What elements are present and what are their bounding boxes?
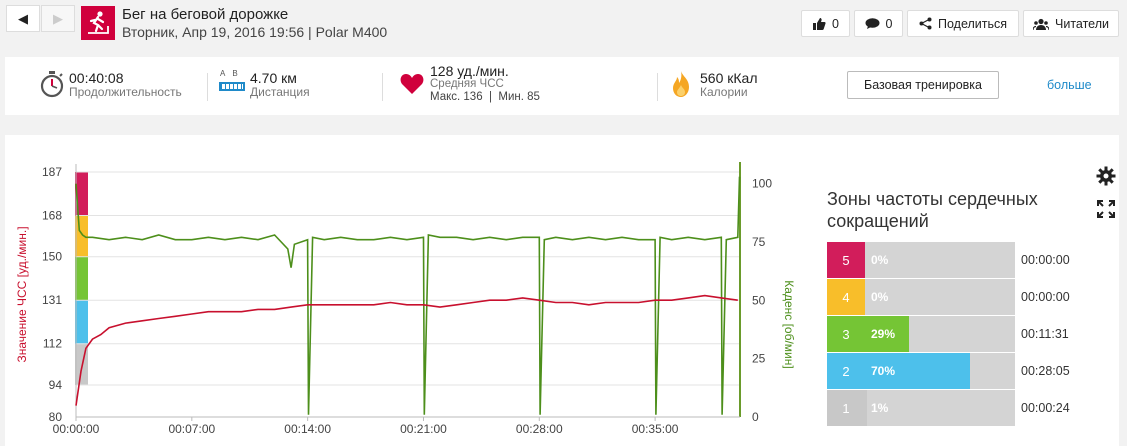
zone-bar: 29%	[865, 316, 1015, 352]
x-tick-label: 00:21:00	[400, 422, 447, 436]
stopwatch-icon	[40, 71, 64, 98]
next-button[interactable]: ▶	[41, 5, 75, 32]
comment-button[interactable]: 0	[854, 10, 903, 37]
treadmill-running-icon	[81, 6, 115, 40]
zone-bar: 70%	[865, 353, 1015, 389]
exercise-title: Бег на беговой дорожке	[122, 6, 289, 23]
zone-number: 2	[827, 353, 865, 389]
settings-button[interactable]	[1092, 162, 1119, 189]
hr-zone-band	[75, 300, 88, 344]
distance-stat: A B 4.70 км Дистанция	[219, 57, 379, 115]
zone-number: 4	[827, 279, 865, 315]
top-bar: ◀ ▶ Бег на беговой дорожке Вторник, Апр …	[0, 0, 1127, 46]
chevron-left-icon: ◀	[18, 10, 28, 26]
comment-count: 0	[885, 16, 893, 31]
gear-icon	[1096, 166, 1115, 185]
y-left-tick-label: 187	[42, 165, 62, 179]
calories-label: Калории	[700, 85, 748, 99]
hr-zones-title: Зоны частоты сердечных сокращений	[827, 189, 1038, 231]
zone-time: 00:00:00	[1021, 290, 1070, 304]
heart-rate-line	[75, 294, 738, 406]
zone-time: 00:28:05	[1021, 364, 1070, 378]
summary-panel: 00:40:08 Продолжительность A B 4.70 км Д…	[5, 57, 1119, 115]
divider	[382, 73, 383, 101]
previous-button[interactable]: ◀	[6, 5, 40, 32]
calories-stat: 560 кКал Калории	[671, 57, 821, 115]
zone-percent: 70%	[871, 364, 896, 378]
y-right-tick-label: 75	[752, 235, 766, 249]
x-tick-label: 00:14:00	[284, 422, 331, 436]
exercise-subtitle: Вторник, Апр 19, 2016 19:56 | Polar M400	[122, 24, 388, 40]
y-left-tick-label: 94	[49, 378, 63, 392]
comment-icon	[865, 18, 880, 29]
zone-time: 00:00:24	[1021, 401, 1070, 415]
zone-fill	[865, 316, 909, 352]
zone-number: 3	[827, 316, 865, 352]
share-icon	[919, 17, 932, 30]
share-button[interactable]: Поделиться	[907, 10, 1019, 37]
y-left-tick-label: 168	[42, 209, 62, 223]
zone-percent: 0%	[871, 253, 889, 267]
expand-icon	[1096, 199, 1115, 218]
thumbs-up-icon	[813, 17, 826, 30]
heart-rate-stat: 128 уд./мин. Средняя ЧСС Макс. 136 | Мин…	[400, 57, 600, 115]
more-link[interactable]: больше	[1047, 78, 1092, 92]
y-right-axis-title: Каденс [об/мин]	[782, 280, 796, 368]
like-count: 0	[832, 16, 839, 31]
zone-time: 00:00:00	[1021, 253, 1070, 267]
followers-label: Читатели	[1055, 16, 1109, 31]
fullscreen-button[interactable]	[1092, 195, 1119, 222]
x-tick-label: 00:00:00	[53, 422, 100, 436]
hr-zone-band	[75, 256, 88, 301]
avg-hr-value: 128 уд./мин.	[430, 63, 509, 79]
hr-zone-band	[75, 215, 88, 257]
duration-value: 00:40:08	[69, 70, 124, 86]
y-right-tick-label: 50	[752, 293, 766, 307]
y-left-tick-label: 150	[42, 250, 62, 264]
divider	[657, 73, 658, 101]
hr-min-max: Макс. 136 | Мин. 85	[430, 91, 540, 103]
chevron-right-icon: ▶	[53, 10, 63, 26]
y-left-tick-label: 80	[49, 410, 63, 424]
cadence-line	[75, 176, 741, 415]
duration-stat: 00:40:08 Продолжительность	[39, 57, 229, 115]
y-left-axis-title: Значение ЧСС [уд./мин.]	[15, 226, 29, 362]
zone-fill	[865, 353, 970, 389]
calories-value: 560 кКал	[700, 70, 758, 86]
avg-hr-label: Средняя ЧСС	[430, 78, 504, 90]
distance-value: 4.70 км	[250, 70, 297, 86]
x-tick-label: 00:28:00	[516, 422, 563, 436]
y-right-tick-label: 25	[752, 352, 766, 366]
zone-fill	[865, 390, 867, 426]
heart-icon	[400, 74, 424, 94]
followers-icon	[1033, 18, 1049, 30]
zone-percent: 0%	[871, 290, 889, 304]
y-left-tick-label: 112	[43, 337, 62, 351]
zone-bar: 1%	[865, 390, 1015, 426]
base-training-button[interactable]: Базовая тренировка	[847, 71, 999, 99]
flame-icon	[673, 71, 689, 97]
duration-label: Продолжительность	[69, 85, 182, 99]
zone-time: 00:11:31	[1021, 327, 1069, 341]
y-right-tick-label: 100	[752, 177, 772, 191]
x-tick-label: 00:35:00	[632, 422, 679, 436]
y-left-tick-label: 131	[42, 293, 62, 307]
followers-button[interactable]: Читатели	[1023, 10, 1119, 37]
distance-label: Дистанция	[250, 85, 310, 99]
like-button[interactable]: 0	[801, 10, 850, 37]
divider	[207, 73, 208, 101]
distance-icon: A B	[219, 69, 245, 97]
zone-number: 5	[827, 242, 865, 278]
x-tick-label: 00:07:00	[168, 422, 215, 436]
hr-cadence-chart[interactable]: 187 168 150 131 112 94 80 100 75 50 25 0 00:00:00 00:…	[0, 150, 800, 446]
zone-percent: 29%	[871, 327, 896, 341]
share-label: Поделиться	[937, 16, 1008, 31]
zone-bar: 0%	[865, 279, 1015, 315]
zone-percent: 1%	[871, 401, 889, 415]
zone-bar: 0%	[865, 242, 1015, 278]
y-right-tick-label: 0	[752, 410, 759, 424]
zone-number: 1	[827, 390, 865, 426]
